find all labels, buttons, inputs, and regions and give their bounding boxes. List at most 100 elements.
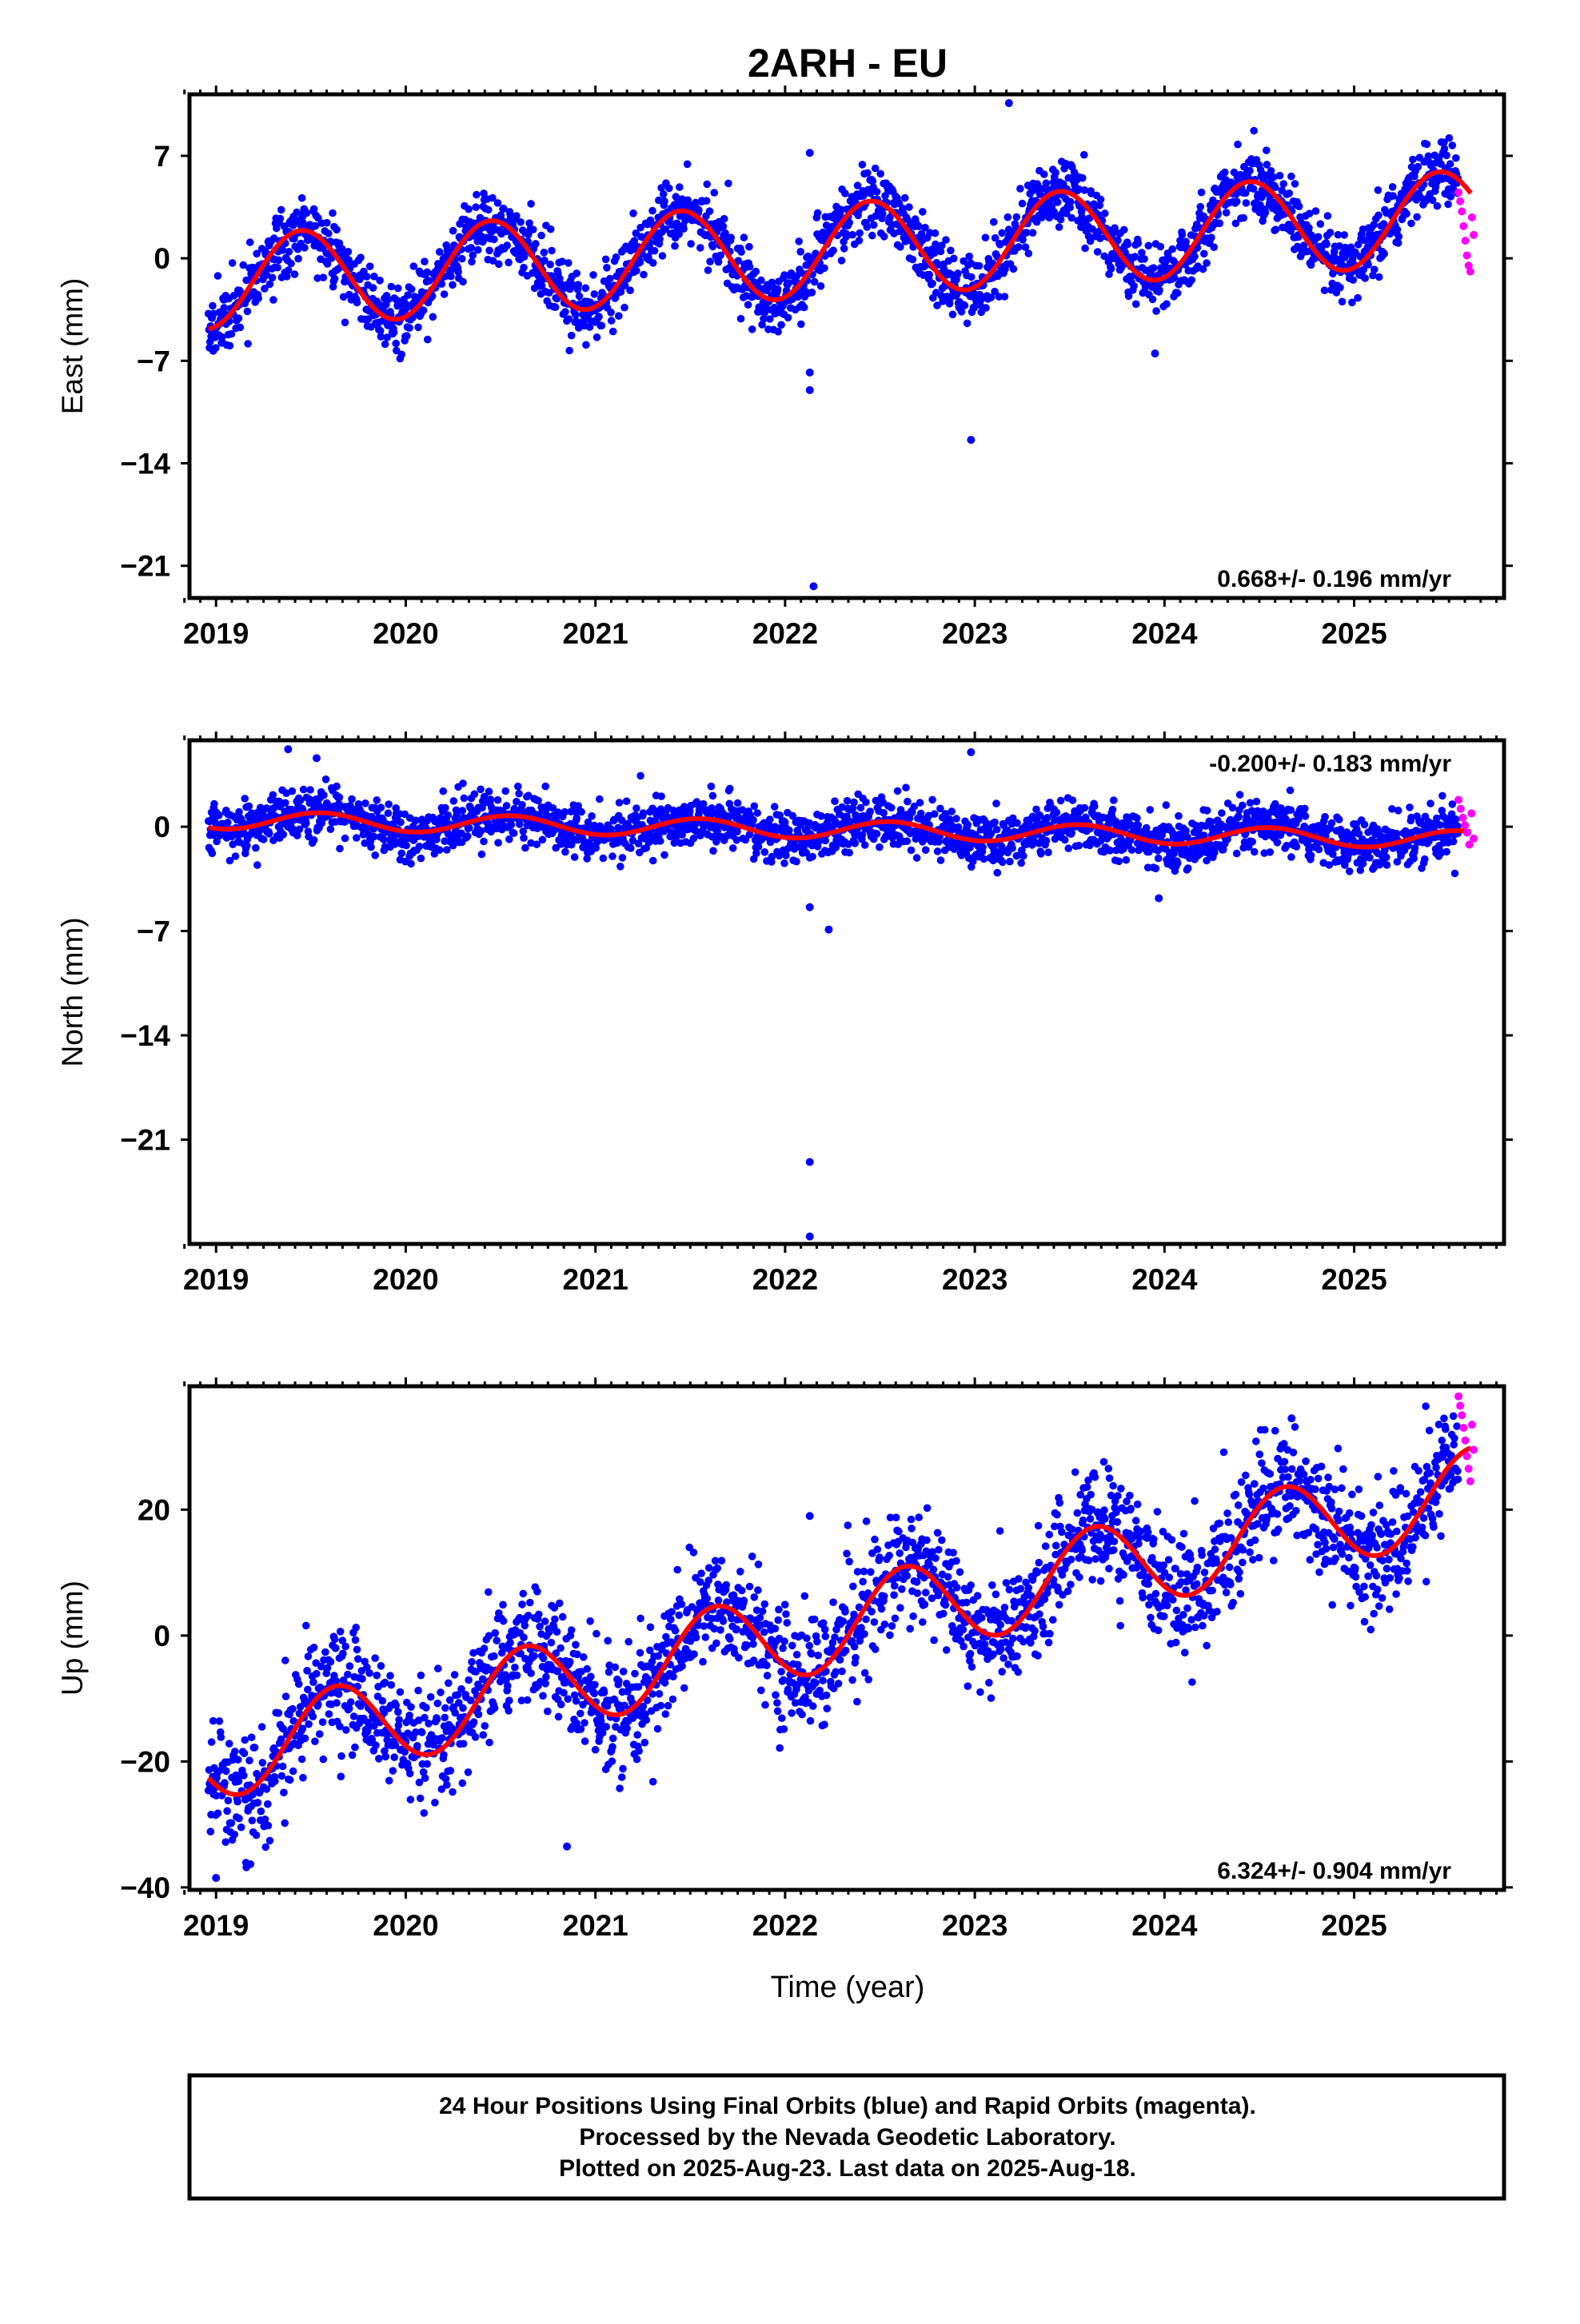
final-orbit-point (208, 1738, 216, 1746)
final-orbit-point (1235, 813, 1243, 821)
final-orbit-point (552, 303, 560, 311)
rapid-orbit-point (1458, 814, 1466, 822)
final-orbit-point (711, 189, 719, 197)
final-orbit-point (709, 243, 717, 251)
final-orbit-point (221, 1838, 229, 1846)
final-orbit-point (577, 808, 585, 816)
final-orbit-point (209, 850, 217, 858)
final-orbit-point (234, 1756, 242, 1764)
final-orbit-point (518, 801, 526, 809)
final-orbit-point (1175, 812, 1183, 820)
final-orbit-point (1380, 250, 1388, 258)
final-orbit-point (724, 180, 732, 188)
final-orbit-point (609, 328, 617, 336)
final-orbit-point (376, 277, 384, 285)
final-orbit-point (1446, 134, 1454, 142)
final-orbit-point (363, 273, 371, 281)
final-orbit-point (1287, 173, 1295, 181)
final-orbit-point (209, 302, 217, 310)
final-orbit-point (840, 245, 848, 253)
final-orbit-point (565, 259, 573, 267)
final-orbit-point (751, 803, 759, 811)
final-orbit-point (861, 841, 869, 849)
final-orbit-point (991, 819, 999, 827)
final-orbit-point (1287, 787, 1295, 795)
final-orbit-point (449, 227, 457, 235)
final-orbit-point (1233, 850, 1241, 858)
final-orbit-point (850, 799, 858, 807)
final-orbit-point (300, 786, 308, 794)
final-orbit-point (596, 795, 604, 803)
final-orbit-point (421, 257, 429, 265)
final-orbit-point (287, 260, 295, 268)
final-orbit-point (515, 790, 523, 798)
final-orbit-point (546, 261, 554, 269)
final-orbit-point (1286, 189, 1294, 197)
final-orbit-point (1145, 242, 1153, 250)
x-tick-label: 2022 (752, 1263, 818, 1296)
final-orbit-point (603, 264, 611, 272)
final-orbit-point (954, 269, 962, 277)
final-orbit-point (485, 206, 493, 214)
final-orbit-point (1203, 259, 1211, 267)
final-orbit-point (377, 803, 385, 811)
final-orbit-point (408, 285, 416, 293)
final-orbit-point (1324, 212, 1332, 220)
y-tick-label: 7 (154, 140, 170, 173)
final-orbit-point (1055, 223, 1063, 231)
final-orbit-point (1174, 859, 1182, 867)
final-orbit-point (1354, 294, 1362, 302)
final-orbit-point (592, 844, 600, 852)
final-orbit-point (864, 223, 872, 231)
final-orbit-point (591, 290, 599, 298)
final-orbit-point (752, 850, 760, 858)
final-orbit-point (968, 273, 976, 281)
final-orbit-point (1163, 300, 1171, 308)
rapid-orbit-point (1454, 796, 1462, 804)
outlier-point (284, 745, 292, 753)
rapid-orbit-point (1454, 189, 1462, 197)
final-orbit-point (1323, 241, 1331, 249)
final-orbit-point (394, 285, 402, 293)
final-orbit-point (1155, 286, 1163, 294)
final-orbit-point (880, 233, 888, 241)
final-orbit-point (1132, 301, 1140, 309)
final-orbit-point (220, 304, 228, 312)
final-orbit-point (908, 847, 916, 855)
final-orbit-point (366, 262, 374, 270)
final-orbit-point (753, 809, 761, 817)
final-orbit-point (1155, 855, 1163, 863)
final-orbit-point (513, 212, 521, 220)
final-orbit-point (1010, 265, 1018, 273)
y-tick-label: −14 (120, 1019, 170, 1052)
final-orbit-point (225, 1796, 233, 1804)
final-orbit-point (796, 248, 804, 256)
final-orbit-point (593, 333, 601, 341)
final-orbit-point (1442, 848, 1450, 856)
final-orbit-point (709, 792, 717, 800)
final-orbit-point (1110, 796, 1118, 804)
final-orbit-point (237, 1824, 245, 1832)
final-orbit-point (1236, 791, 1244, 799)
outlier-point (806, 386, 814, 394)
final-orbit-point (797, 321, 805, 329)
final-orbit-point (1149, 296, 1157, 304)
final-orbit-point (777, 321, 785, 329)
final-orbit-point (1371, 265, 1379, 273)
final-orbit-point (310, 836, 318, 844)
final-orbit-point (648, 207, 656, 215)
final-orbit-point (407, 860, 415, 868)
final-orbit-point (690, 835, 698, 843)
final-orbit-point (902, 783, 910, 791)
final-orbit-point (620, 304, 628, 312)
final-orbit-point (1349, 276, 1357, 284)
y-tick-label: −21 (120, 1124, 170, 1157)
final-orbit-point (845, 849, 853, 857)
final-orbit-point (510, 829, 518, 837)
final-orbit-point (901, 194, 909, 202)
final-orbit-point (982, 233, 990, 241)
final-orbit-point (994, 869, 1002, 877)
final-orbit-point (1246, 167, 1254, 175)
